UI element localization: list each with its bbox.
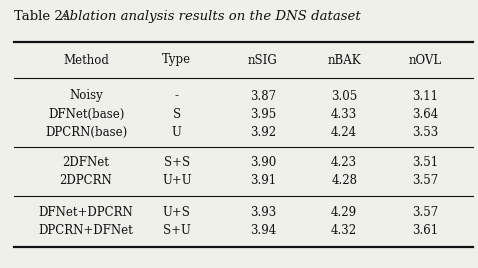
Text: 4.33: 4.33 [331, 107, 357, 121]
Text: 3.87: 3.87 [250, 90, 276, 102]
Text: 3.95: 3.95 [250, 107, 276, 121]
Text: 4.29: 4.29 [331, 206, 357, 218]
Text: 2DFNet: 2DFNet [63, 157, 109, 169]
Text: 3.05: 3.05 [331, 90, 357, 102]
Text: 3.61: 3.61 [413, 224, 438, 236]
Text: 3.93: 3.93 [250, 206, 276, 218]
Text: nBAK: nBAK [327, 54, 361, 66]
Text: U+U: U+U [162, 174, 192, 188]
Text: Noisy: Noisy [69, 90, 103, 102]
Text: S+S: S+S [164, 157, 190, 169]
Text: 2DPCRN: 2DPCRN [60, 174, 112, 188]
Text: Ablation analysis results on the DNS dataset: Ablation analysis results on the DNS dat… [60, 10, 361, 23]
Text: 4.24: 4.24 [331, 125, 357, 139]
Text: 3.53: 3.53 [413, 125, 438, 139]
Text: 3.94: 3.94 [250, 224, 276, 236]
Text: DFNet+DPCRN: DFNet+DPCRN [39, 206, 133, 218]
Text: 3.57: 3.57 [413, 174, 438, 188]
Text: DPCRN(base): DPCRN(base) [45, 125, 127, 139]
Text: Method: Method [63, 54, 109, 66]
Text: 3.90: 3.90 [250, 157, 276, 169]
Text: nSIG: nSIG [248, 54, 278, 66]
Text: nOVL: nOVL [409, 54, 442, 66]
Text: -: - [175, 90, 179, 102]
Text: S: S [173, 107, 181, 121]
Text: U+S: U+S [163, 206, 191, 218]
Text: 4.23: 4.23 [331, 157, 357, 169]
Text: Type: Type [163, 54, 191, 66]
Text: 3.11: 3.11 [413, 90, 438, 102]
Text: DPCRN+DFNet: DPCRN+DFNet [39, 224, 133, 236]
Text: Table 2:: Table 2: [14, 10, 72, 23]
Text: 3.91: 3.91 [250, 174, 276, 188]
Text: S+U: S+U [163, 224, 191, 236]
Text: U: U [172, 125, 182, 139]
Text: 3.92: 3.92 [250, 125, 276, 139]
Text: 4.32: 4.32 [331, 224, 357, 236]
Text: 3.57: 3.57 [413, 206, 438, 218]
Text: 3.64: 3.64 [413, 107, 438, 121]
Text: DFNet(base): DFNet(base) [48, 107, 124, 121]
Text: 4.28: 4.28 [331, 174, 357, 188]
Text: 3.51: 3.51 [413, 157, 438, 169]
